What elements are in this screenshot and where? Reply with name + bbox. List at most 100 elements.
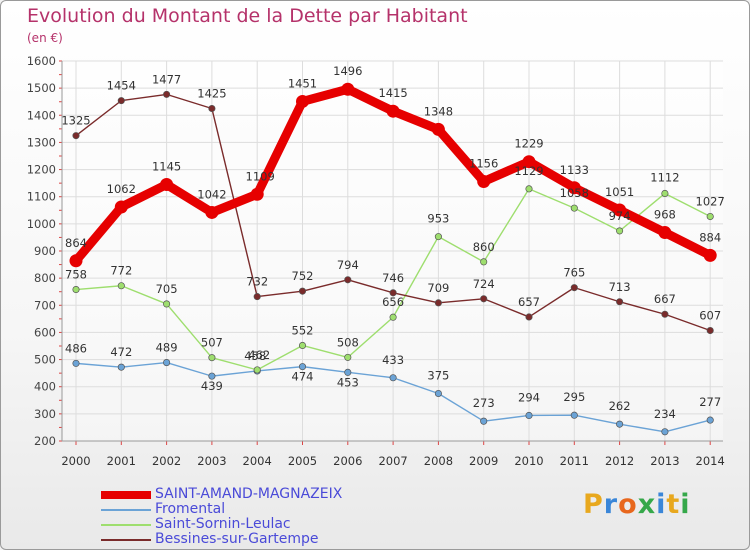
chart-title: Evolution du Montant de la Dette par Hab… <box>27 5 468 27</box>
data-label: 486 <box>65 341 87 355</box>
data-point <box>114 200 128 214</box>
data-label: 656 <box>382 295 404 309</box>
data-label: 433 <box>382 353 404 367</box>
y-tick-label: 1200 <box>27 163 56 177</box>
data-point <box>434 389 442 398</box>
data-label: 453 <box>337 375 359 389</box>
x-tick-label: 2010 <box>514 454 543 468</box>
data-point <box>208 104 216 113</box>
data-point <box>296 94 309 108</box>
data-point <box>208 354 216 362</box>
x-tick-label: 2001 <box>107 454 136 468</box>
y-tick-label: 500 <box>34 353 56 367</box>
data-point <box>163 359 171 367</box>
data-point <box>389 313 397 321</box>
data-label: 1156 <box>469 157 498 171</box>
legend-label: Fromental <box>155 501 226 517</box>
data-point <box>703 248 717 262</box>
y-tick-label: 1600 <box>27 54 56 68</box>
data-point <box>386 104 400 118</box>
data-point <box>658 226 672 240</box>
data-point <box>570 284 578 292</box>
data-point <box>477 175 491 189</box>
data-point <box>525 411 533 420</box>
data-point <box>434 299 442 307</box>
legend-swatch <box>101 491 151 499</box>
x-tick-label: 2008 <box>424 454 453 468</box>
data-label: 968 <box>654 208 676 222</box>
data-label: 1348 <box>424 104 453 118</box>
data-point <box>570 411 578 419</box>
data-label: 1229 <box>514 137 543 151</box>
data-point <box>344 368 352 376</box>
data-point <box>567 181 581 195</box>
y-tick-label: 200 <box>34 434 56 448</box>
data-label: 709 <box>427 281 449 295</box>
data-point <box>616 298 624 306</box>
x-tick-label: 2000 <box>61 454 90 468</box>
data-point <box>72 132 80 140</box>
y-tick-label: 600 <box>34 325 56 339</box>
data-label: 294 <box>518 390 540 404</box>
data-label: 607 <box>699 309 721 323</box>
data-label: 1062 <box>107 182 136 196</box>
data-point <box>613 203 627 217</box>
data-label: 657 <box>518 295 540 309</box>
data-label: 713 <box>609 280 631 294</box>
data-label: 1051 <box>605 185 634 199</box>
data-point <box>389 374 397 382</box>
data-point <box>434 233 442 241</box>
data-label: 1109 <box>246 169 275 183</box>
data-point <box>117 97 125 105</box>
unit-label: (en €) <box>27 31 63 45</box>
logo-letter: P <box>583 489 604 520</box>
data-label: 1133 <box>560 163 589 177</box>
data-point <box>250 187 264 201</box>
data-label: 1477 <box>152 72 181 86</box>
x-tick-label: 2006 <box>333 454 362 468</box>
data-point <box>344 353 352 361</box>
logo-letter: i <box>656 489 667 520</box>
data-point <box>480 295 488 303</box>
x-tick-label: 2007 <box>378 454 407 468</box>
data-point <box>205 205 219 219</box>
data-point <box>525 313 533 321</box>
x-tick-label: 2005 <box>288 454 317 468</box>
data-point <box>389 289 397 297</box>
y-tick-label: 300 <box>34 407 56 421</box>
legend-label: Bessines-sur-Gartempe <box>155 531 319 547</box>
legend-swatch <box>101 509 151 511</box>
x-tick-label: 2014 <box>696 454 725 468</box>
data-label: 458 <box>244 349 266 363</box>
data-point <box>480 417 488 425</box>
data-point <box>163 300 171 308</box>
y-tick-label: 1000 <box>27 217 56 231</box>
x-tick-label: 2011 <box>560 454 589 468</box>
data-label: 732 <box>246 275 268 289</box>
data-label: 552 <box>292 323 314 337</box>
data-label: 884 <box>699 230 721 244</box>
data-label: 794 <box>337 258 359 272</box>
data-label: 1496 <box>333 64 362 78</box>
y-tick-label: 900 <box>34 244 56 258</box>
data-point <box>160 178 174 191</box>
data-point <box>253 293 261 301</box>
y-tick-label: 1100 <box>27 190 56 204</box>
data-label: 295 <box>563 390 585 404</box>
data-point <box>69 254 83 268</box>
y-tick-label: 700 <box>34 298 56 312</box>
data-label: 864 <box>65 236 87 250</box>
data-label: 667 <box>654 292 676 306</box>
data-point <box>341 82 355 96</box>
data-label: 1027 <box>696 195 725 209</box>
data-label: 462 <box>248 348 270 362</box>
data-label: 724 <box>473 277 495 291</box>
data-label: 1058 <box>560 186 589 200</box>
y-tick-label: 800 <box>34 271 56 285</box>
y-tick-label: 1300 <box>27 135 56 149</box>
data-point <box>480 258 488 266</box>
data-point <box>163 90 171 98</box>
logo-letter: i <box>680 489 691 520</box>
legend-swatch <box>101 524 151 526</box>
